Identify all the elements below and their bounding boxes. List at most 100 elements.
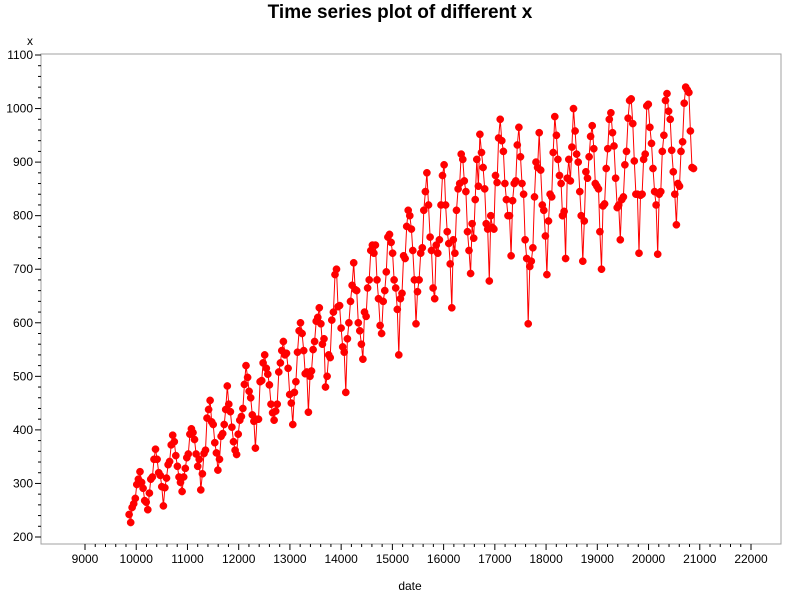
- data-point: [390, 276, 398, 284]
- data-point: [246, 393, 255, 402]
- data-point: [572, 150, 581, 158]
- data-point: [357, 340, 366, 349]
- data-point: [497, 136, 506, 145]
- data-point: [148, 473, 157, 481]
- data-point: [153, 455, 161, 464]
- data-point: [653, 250, 662, 259]
- data-point: [243, 373, 252, 382]
- data-point: [327, 316, 336, 324]
- data-point: [515, 123, 523, 132]
- data-point: [251, 444, 260, 452]
- data-point: [678, 137, 687, 146]
- data-point: [438, 171, 447, 180]
- data-point: [597, 265, 606, 274]
- data-point: [469, 234, 478, 243]
- data-point: [658, 147, 667, 156]
- data-point: [171, 451, 180, 460]
- data-point: [440, 160, 448, 169]
- data-point: [193, 462, 202, 471]
- data-point: [493, 178, 501, 187]
- x-tick-label: 18000: [529, 552, 563, 566]
- data-point: [226, 407, 235, 416]
- data-point: [181, 464, 190, 473]
- data-point: [610, 142, 618, 150]
- data-point: [472, 155, 481, 164]
- data-point: [418, 243, 427, 252]
- data-point: [630, 157, 639, 165]
- x-tick-label: 19000: [581, 552, 615, 566]
- data-point: [430, 294, 439, 303]
- data-point: [571, 127, 579, 135]
- data-point: [476, 130, 484, 139]
- data-point: [296, 318, 305, 327]
- data-point: [125, 510, 133, 519]
- y-tick-label: 400: [13, 423, 33, 437]
- data-point: [499, 147, 508, 156]
- data-point: [214, 466, 222, 474]
- data-point: [223, 382, 232, 390]
- data-point: [343, 334, 352, 343]
- data-point: [605, 115, 614, 124]
- data-point: [179, 473, 188, 481]
- data-point: [189, 428, 197, 437]
- data-point: [519, 190, 528, 199]
- data-point: [611, 174, 620, 183]
- data-point: [413, 287, 422, 296]
- data-point: [466, 269, 475, 278]
- data-point: [596, 227, 604, 236]
- data-point: [242, 361, 250, 370]
- data-point: [451, 249, 459, 258]
- data-point: [292, 377, 300, 386]
- data-point: [465, 246, 473, 255]
- data-point: [635, 249, 643, 258]
- data-point: [239, 404, 247, 413]
- data-point: [218, 429, 227, 438]
- y-tick-label: 500: [13, 369, 33, 383]
- data-point: [600, 200, 609, 208]
- data-point: [257, 376, 266, 385]
- data-point: [143, 505, 152, 514]
- data-point: [669, 167, 678, 176]
- data-point: [198, 469, 207, 478]
- data-point: [387, 238, 395, 247]
- y-tick-label: 1100: [7, 48, 33, 62]
- data-point: [131, 494, 140, 503]
- data-point: [412, 319, 420, 328]
- data-point: [178, 487, 186, 496]
- data-point: [379, 297, 388, 306]
- data-point: [622, 147, 631, 156]
- data-point: [661, 96, 670, 105]
- data-point: [624, 114, 632, 123]
- x-tick-label: 20000: [632, 552, 666, 566]
- y-tick-label: 600: [13, 316, 33, 330]
- data-point: [228, 423, 236, 432]
- data-point: [265, 381, 274, 389]
- data-point: [441, 201, 450, 209]
- data-point: [543, 270, 551, 279]
- data-point: [232, 450, 241, 459]
- data-point: [424, 201, 433, 209]
- series-group: [125, 83, 698, 527]
- data-point: [588, 121, 597, 130]
- data-point: [524, 319, 533, 328]
- data-point: [274, 368, 283, 376]
- data-point: [578, 257, 587, 266]
- data-point: [619, 193, 628, 201]
- data-point: [136, 467, 144, 476]
- data-point: [341, 388, 350, 397]
- data-point: [608, 128, 617, 137]
- data-point: [371, 241, 380, 249]
- data-point: [550, 112, 559, 121]
- data-point: [468, 219, 476, 228]
- data-point: [321, 383, 330, 391]
- data-point: [443, 227, 452, 236]
- data-point: [190, 435, 199, 444]
- data-point: [288, 420, 297, 429]
- data-point: [583, 174, 592, 183]
- data-point: [462, 187, 470, 196]
- data-point: [365, 276, 374, 284]
- data-point: [184, 450, 193, 458]
- data-point: [660, 131, 668, 140]
- x-tick-label: 13000: [273, 552, 307, 566]
